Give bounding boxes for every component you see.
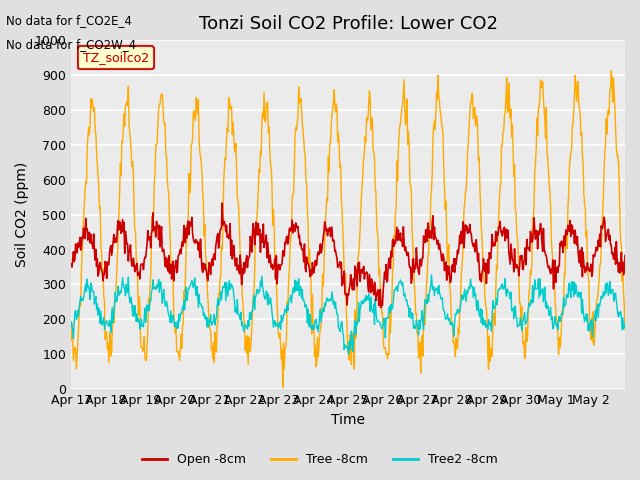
Tree2 -8cm <box>428 272 435 277</box>
Line: Open -8cm: Open -8cm <box>71 203 625 308</box>
Tree2 -8cm <box>438 296 445 302</box>
Tree -8cm <box>607 68 615 73</box>
Title: Tonzi Soil CO2 Profile: Lower CO2: Tonzi Soil CO2 Profile: Lower CO2 <box>198 15 498 33</box>
Tree2 -8cm <box>283 310 291 315</box>
Tree -8cm <box>234 199 242 204</box>
Tree2 -8cm <box>621 321 629 326</box>
Open -8cm <box>262 232 270 238</box>
Tree -8cm <box>621 327 629 333</box>
Tree2 -8cm <box>262 296 269 302</box>
X-axis label: Time: Time <box>331 413 365 427</box>
Tree -8cm <box>262 119 269 125</box>
Tree2 -8cm <box>234 312 242 317</box>
Tree2 -8cm <box>406 305 413 311</box>
Open -8cm <box>284 233 291 239</box>
Tree2 -8cm <box>67 319 75 325</box>
Legend: Open -8cm, Tree -8cm, Tree2 -8cm: Open -8cm, Tree -8cm, Tree2 -8cm <box>137 448 503 471</box>
Line: Tree2 -8cm: Tree2 -8cm <box>71 275 625 354</box>
Open -8cm <box>377 305 385 311</box>
Tree -8cm <box>437 111 445 117</box>
Tree -8cm <box>132 257 140 263</box>
Tree -8cm <box>279 384 287 390</box>
Open -8cm <box>407 264 415 270</box>
Open -8cm <box>132 266 140 272</box>
Tree -8cm <box>67 337 75 343</box>
Open -8cm <box>235 265 243 271</box>
Text: No data for f_CO2W_4: No data for f_CO2W_4 <box>6 38 136 51</box>
Tree2 -8cm <box>345 351 353 357</box>
Line: Tree -8cm: Tree -8cm <box>71 71 625 387</box>
Legend: TZ_soilco2: TZ_soilco2 <box>77 47 154 70</box>
Open -8cm <box>218 200 226 206</box>
Tree -8cm <box>406 180 413 185</box>
Open -8cm <box>67 261 75 267</box>
Text: No data for f_CO2E_4: No data for f_CO2E_4 <box>6 14 132 27</box>
Tree2 -8cm <box>132 319 140 324</box>
Open -8cm <box>621 252 629 258</box>
Tree -8cm <box>284 299 291 305</box>
Open -8cm <box>438 258 445 264</box>
Y-axis label: Soil CO2 (ppm): Soil CO2 (ppm) <box>15 162 29 267</box>
